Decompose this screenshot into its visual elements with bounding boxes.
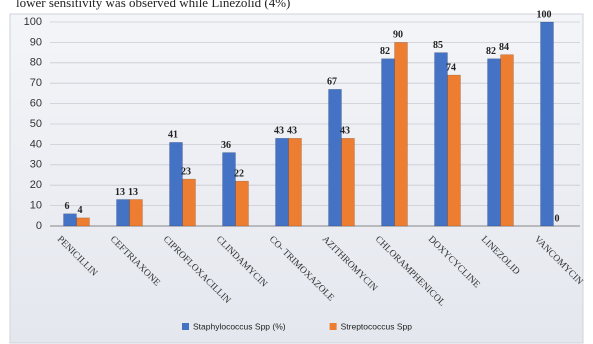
y-tick-label: 50: [30, 118, 42, 130]
bar: [500, 54, 514, 227]
y-tick-label: 40: [30, 138, 42, 150]
value-label: 36: [221, 140, 231, 151]
bar: [328, 89, 342, 227]
value-label: 67: [327, 77, 337, 88]
value-label: 85: [433, 40, 443, 51]
bar: [394, 42, 408, 227]
y-tick-label: 70: [30, 77, 42, 89]
y-tick-label: 60: [30, 98, 42, 110]
bar: [381, 58, 395, 227]
value-label: 43: [287, 126, 297, 137]
y-tick-label: 0: [36, 220, 42, 232]
bar: [341, 138, 355, 227]
bar: [288, 138, 302, 227]
value-label: 22: [234, 168, 244, 179]
bar: [540, 21, 554, 227]
value-label: 43: [340, 126, 350, 137]
bar: [487, 58, 501, 227]
value-label: 100: [537, 9, 552, 20]
value-label: 84: [499, 42, 509, 53]
legend-label: Staphylococcus Spp (%): [193, 321, 286, 331]
bar: [235, 180, 249, 227]
value-label: 74: [446, 62, 456, 73]
bar: [182, 178, 196, 227]
bar: [275, 138, 289, 227]
legend-swatch: [329, 323, 337, 330]
y-tick-label: 20: [30, 179, 42, 191]
y-tick-label: 80: [30, 57, 42, 69]
y-tick-label: 30: [30, 159, 42, 171]
caption: lower sensitivity was observed while Lin…: [16, 0, 290, 10]
value-label: 90: [393, 30, 403, 41]
y-tick-label: 90: [30, 36, 42, 48]
value-label: 82: [486, 46, 496, 57]
bar: [76, 217, 90, 227]
value-label: 23: [181, 166, 191, 177]
value-label: 0: [555, 213, 560, 224]
value-label: 13: [115, 187, 125, 198]
y-tick-label: 10: [30, 200, 42, 212]
bar: [116, 199, 130, 227]
value-label: 82: [380, 46, 390, 57]
bar: [222, 152, 236, 227]
bar: [63, 213, 77, 227]
value-label: 43: [274, 126, 284, 137]
value-label: 6: [65, 201, 70, 212]
value-label: 4: [78, 205, 83, 216]
y-tick-label: 100: [24, 16, 42, 28]
bar: [447, 74, 461, 227]
value-label: 41: [168, 130, 178, 141]
value-label: 13: [128, 187, 138, 198]
bar: [169, 142, 183, 227]
bar: [129, 199, 143, 227]
bar: [434, 52, 448, 227]
legend-swatch: [182, 323, 189, 330]
legend-label: Streptococcus Spp: [341, 321, 413, 331]
